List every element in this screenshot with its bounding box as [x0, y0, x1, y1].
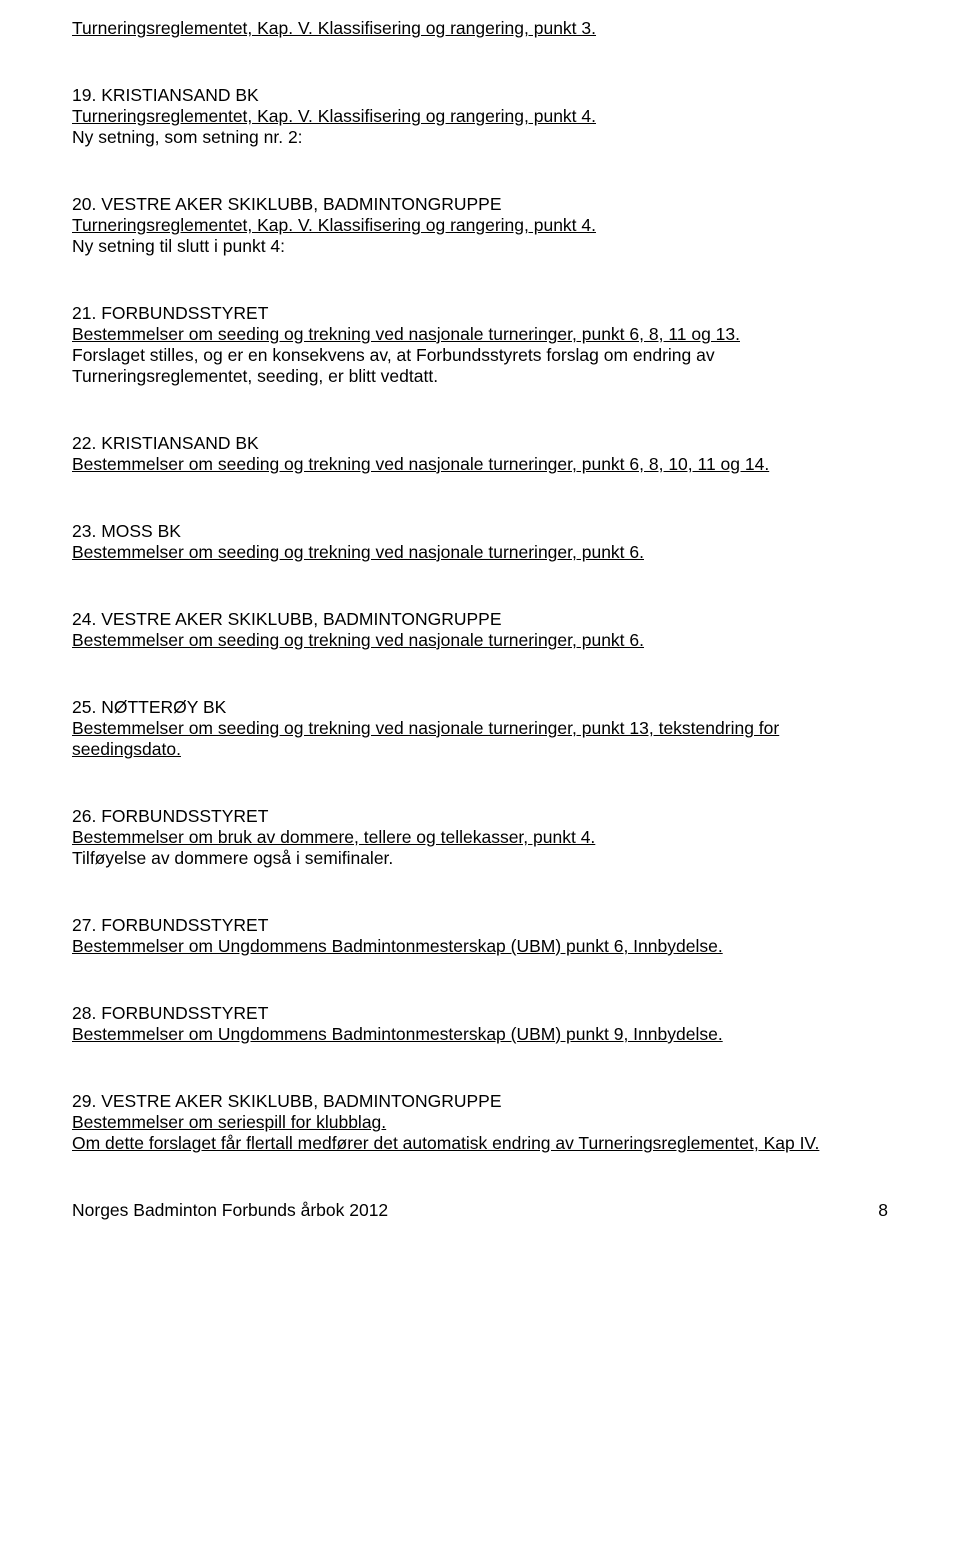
- footer-page-number: 8: [878, 1200, 888, 1221]
- underlined-text: Bestemmelser om Ungdommens Badmintonmest…: [72, 1024, 723, 1044]
- agenda-item-heading: 26. FORBUNDSSTYRET: [72, 806, 888, 827]
- agenda-item-line: Bestemmelser om bruk av dommere, tellere…: [72, 827, 888, 848]
- agenda-item-heading: 19. KRISTIANSAND BK: [72, 85, 888, 106]
- agenda-item-line: Bestemmelser om seeding og trekning ved …: [72, 324, 888, 345]
- footer-left: Norges Badminton Forbunds årbok 2012: [72, 1200, 388, 1221]
- underlined-text: Bestemmelser om bruk av dommere, tellere…: [72, 827, 595, 847]
- agenda-item: 21. FORBUNDSSTYRETBestemmelser om seedin…: [72, 303, 888, 387]
- agenda-item-line: Bestemmelser om seeding og trekning ved …: [72, 630, 888, 651]
- agenda-item: 24. VESTRE AKER SKIKLUBB, BADMINTONGRUPP…: [72, 609, 888, 651]
- agenda-item: 20. VESTRE AKER SKIKLUBB, BADMINTONGRUPP…: [72, 194, 888, 257]
- agenda-item-line: Ny setning til slutt i punkt 4:: [72, 236, 888, 257]
- agenda-item-heading: 20. VESTRE AKER SKIKLUBB, BADMINTONGRUPP…: [72, 194, 888, 215]
- agenda-item-line: Turneringsreglementet, Kap. V. Klassifis…: [72, 106, 888, 127]
- top-reference-text: Turneringsreglementet, Kap. V. Klassifis…: [72, 18, 596, 38]
- items-container: 19. KRISTIANSAND BKTurneringsreglementet…: [72, 85, 888, 1154]
- agenda-item-heading: 23. MOSS BK: [72, 521, 888, 542]
- agenda-item-heading: 28. FORBUNDSSTYRET: [72, 1003, 888, 1024]
- agenda-item-heading: 25. NØTTERØY BK: [72, 697, 888, 718]
- agenda-item: 22. KRISTIANSAND BKBestemmelser om seedi…: [72, 433, 888, 475]
- agenda-item-line: Ny setning, som setning nr. 2:: [72, 127, 888, 148]
- agenda-item-line: Om dette forslaget får flertall medfører…: [72, 1133, 888, 1154]
- agenda-item: 27. FORBUNDSSTYRETBestemmelser om Ungdom…: [72, 915, 888, 957]
- underlined-text: Bestemmelser om Ungdommens Badmintonmest…: [72, 936, 723, 956]
- agenda-item: 26. FORBUNDSSTYRETBestemmelser om bruk a…: [72, 806, 888, 869]
- agenda-item-heading: 27. FORBUNDSSTYRET: [72, 915, 888, 936]
- agenda-item: 25. NØTTERØY BKBestemmelser om seeding o…: [72, 697, 888, 760]
- agenda-item-line: Bestemmelser om seeding og trekning ved …: [72, 454, 888, 475]
- agenda-item-heading: 21. FORBUNDSSTYRET: [72, 303, 888, 324]
- underlined-text: Bestemmelser om seriespill for klubblag.: [72, 1112, 386, 1132]
- agenda-item-line: Forslaget stilles, og er en konsekvens a…: [72, 345, 888, 387]
- underlined-text: Om dette forslaget får flertall medfører…: [72, 1133, 819, 1153]
- agenda-item-line: Tilføyelse av dommere også i semifinaler…: [72, 848, 888, 869]
- agenda-item-line: Bestemmelser om seeding og trekning ved …: [72, 542, 888, 563]
- underlined-text: Bestemmelser om seeding og trekning ved …: [72, 630, 644, 650]
- agenda-item-line: Bestemmelser om Ungdommens Badmintonmest…: [72, 936, 888, 957]
- underlined-text: Bestemmelser om seeding og trekning ved …: [72, 718, 779, 759]
- agenda-item: 23. MOSS BKBestemmelser om seeding og tr…: [72, 521, 888, 563]
- agenda-item: 28. FORBUNDSSTYRETBestemmelser om Ungdom…: [72, 1003, 888, 1045]
- underlined-text: Bestemmelser om seeding og trekning ved …: [72, 324, 740, 344]
- underlined-text: Bestemmelser om seeding og trekning ved …: [72, 454, 769, 474]
- agenda-item-line: Bestemmelser om seeding og trekning ved …: [72, 718, 888, 760]
- page-footer: Norges Badminton Forbunds årbok 2012 8: [72, 1200, 888, 1221]
- agenda-item-line: Bestemmelser om Ungdommens Badmintonmest…: [72, 1024, 888, 1045]
- agenda-item-line: Turneringsreglementet, Kap. V. Klassifis…: [72, 215, 888, 236]
- agenda-item-heading: 29. VESTRE AKER SKIKLUBB, BADMINTONGRUPP…: [72, 1091, 888, 1112]
- agenda-item: 29. VESTRE AKER SKIKLUBB, BADMINTONGRUPP…: [72, 1091, 888, 1154]
- agenda-item-line: Bestemmelser om seriespill for klubblag.: [72, 1112, 888, 1133]
- underlined-text: Bestemmelser om seeding og trekning ved …: [72, 542, 644, 562]
- top-reference: Turneringsreglementet, Kap. V. Klassifis…: [72, 18, 888, 39]
- underlined-text: Turneringsreglementet, Kap. V. Klassifis…: [72, 215, 596, 235]
- underlined-text: Turneringsreglementet, Kap. V. Klassifis…: [72, 106, 596, 126]
- agenda-item-heading: 22. KRISTIANSAND BK: [72, 433, 888, 454]
- agenda-item-heading: 24. VESTRE AKER SKIKLUBB, BADMINTONGRUPP…: [72, 609, 888, 630]
- agenda-item: 19. KRISTIANSAND BKTurneringsreglementet…: [72, 85, 888, 148]
